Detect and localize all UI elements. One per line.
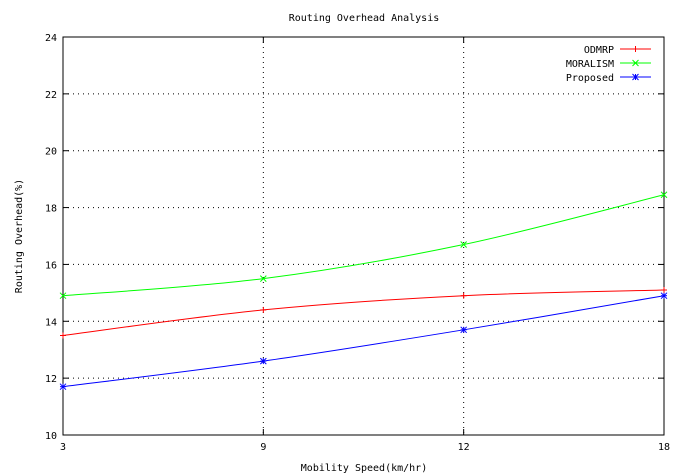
legend-marker-odmrp [632, 46, 639, 52]
legend-label-odmrp: ODMRP [584, 45, 614, 56]
data-point-odmrp [661, 287, 667, 294]
y-tick-label: 14 [45, 317, 57, 328]
legend-marker-moralism [632, 59, 639, 67]
data-point-moralism [59, 292, 67, 300]
ticks-layer: 10 12 14 16 18 20 22 24 3 9 12 18 [45, 33, 670, 453]
data-point-proposed [460, 326, 468, 334]
series-line-proposed [62, 295, 665, 388]
data-point-odmrp [260, 306, 267, 313]
y-tick-label: 20 [45, 147, 57, 158]
x-tick-label: 3 [60, 442, 66, 453]
y-tick-label: 22 [45, 90, 57, 101]
x-axis-label: Mobility Speed(km/hr) [301, 463, 427, 474]
data-point-proposed [259, 357, 267, 365]
data-point-moralism [259, 275, 267, 282]
legend-label-moralism: MORALISM [566, 59, 614, 70]
y-tick-label: 16 [45, 260, 57, 271]
series-line-odmrp [62, 289, 665, 336]
data-point-proposed [660, 292, 668, 300]
y-tick-label: 24 [45, 33, 57, 44]
y-tick-label: 12 [45, 374, 57, 385]
y-axis-label: Routing Overhead(%) [14, 179, 25, 293]
series-layer [59, 191, 668, 391]
data-point-moralism [460, 241, 468, 248]
legend-marker-proposed [632, 73, 639, 81]
legend: ODMRP MORALISM Proposed [566, 45, 651, 84]
x-tick-label: 12 [458, 442, 470, 453]
plot-frame [62, 36, 665, 436]
chart-title: Routing Overhead Analysis [289, 13, 440, 24]
series-line-moralism [62, 194, 665, 297]
grid-layer [63, 37, 664, 435]
data-point-odmrp [60, 332, 66, 339]
legend-label-proposed: Proposed [566, 73, 614, 84]
data-point-proposed [59, 383, 67, 391]
data-point-odmrp [460, 292, 467, 299]
y-tick-label: 10 [45, 431, 57, 442]
y-tick-label: 18 [45, 204, 57, 215]
data-point-moralism [660, 191, 668, 199]
x-tick-label: 9 [260, 442, 266, 453]
x-tick-label: 18 [658, 442, 670, 453]
